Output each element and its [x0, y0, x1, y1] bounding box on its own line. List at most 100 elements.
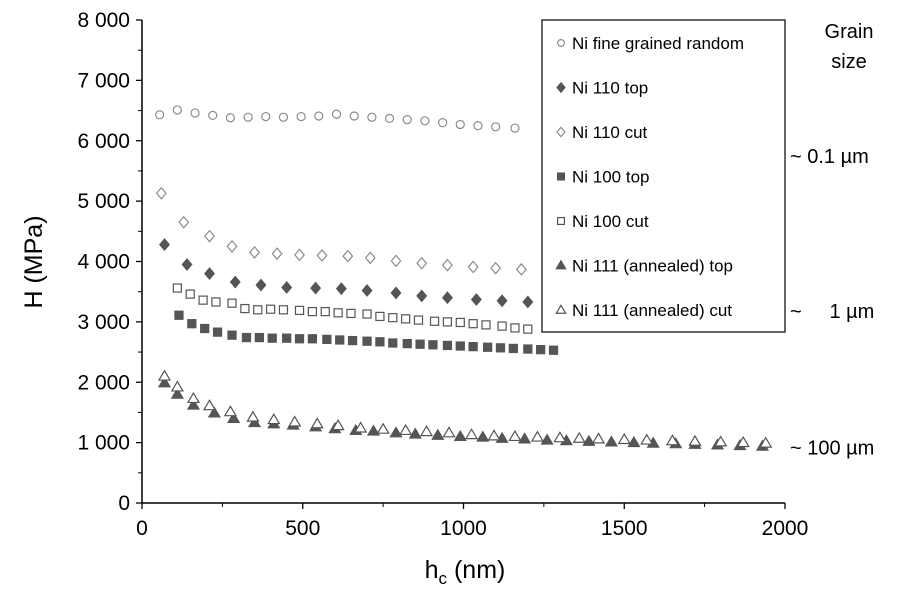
data-point	[419, 425, 434, 437]
data-point	[508, 343, 518, 354]
data-point	[384, 113, 395, 124]
series-0	[155, 105, 520, 133]
legend-marker	[556, 81, 566, 94]
y-tick-label: 2 000	[77, 371, 130, 394]
data-point	[207, 406, 221, 418]
data-point	[518, 432, 532, 444]
data-point	[428, 340, 438, 350]
data-point	[604, 435, 618, 447]
data-point	[572, 431, 586, 443]
data-point	[347, 335, 358, 346]
data-point	[281, 281, 293, 294]
data-point	[200, 323, 210, 334]
data-point	[401, 314, 411, 324]
data-point	[202, 399, 217, 411]
data-point	[582, 434, 596, 446]
data-point	[487, 429, 501, 441]
x-axis-ticks: 0 500 1000 1500 2000	[136, 503, 808, 540]
data-point	[688, 434, 702, 446]
data-point	[390, 286, 402, 300]
data-point	[467, 260, 479, 274]
data-point	[288, 415, 302, 427]
x-axis-title-unit: (nm)	[447, 556, 505, 584]
data-point	[294, 248, 306, 262]
legend-marker	[555, 259, 567, 270]
data-point	[429, 316, 440, 326]
y-tick-label: 6 000	[77, 130, 130, 153]
legend-marker	[555, 304, 567, 314]
data-point	[172, 105, 182, 115]
legend: Ni fine grained random Ni 110 top Ni 110 c…	[541, 19, 786, 333]
data-point	[375, 311, 385, 322]
data-point	[170, 380, 184, 392]
data-point	[208, 110, 218, 121]
data-point	[536, 345, 546, 355]
data-point	[388, 338, 398, 348]
data-point	[548, 345, 559, 355]
legend-item: Ni 111 (annealed) top	[555, 257, 733, 276]
grain-size-label: ~ 100 µm	[790, 437, 874, 459]
data-point	[265, 304, 276, 314]
data-point	[307, 306, 318, 317]
data-point	[496, 294, 508, 308]
data-point	[510, 323, 520, 333]
data-point	[186, 398, 201, 410]
data-point	[271, 247, 283, 261]
data-point	[470, 293, 482, 306]
legend-marker	[556, 216, 566, 226]
series-layer	[155, 105, 773, 451]
data-point	[310, 417, 324, 429]
data-point	[442, 426, 456, 438]
legend-label: Ni fine grained random	[572, 34, 744, 53]
data-point	[510, 123, 520, 133]
y-tick-label: 7 000	[77, 69, 130, 92]
data-point	[408, 427, 422, 439]
data-point	[415, 339, 425, 349]
data-point	[229, 275, 241, 289]
grain-size-title-line2: size	[831, 51, 867, 73]
legend-label: Ni 110 cut	[572, 123, 648, 142]
data-point	[366, 424, 381, 436]
data-point	[736, 435, 750, 448]
data-point	[416, 256, 428, 270]
data-point	[155, 186, 167, 200]
data-point	[278, 112, 289, 122]
data-point	[617, 432, 631, 445]
data-point	[254, 332, 264, 343]
grain-size-label: ~ 0.1 µm	[790, 146, 869, 168]
data-point	[157, 369, 172, 381]
data-point	[204, 267, 215, 281]
data-point	[314, 111, 324, 121]
data-point	[389, 426, 403, 438]
data-point	[187, 319, 197, 329]
data-point	[247, 415, 262, 428]
legend-marker	[556, 172, 566, 181]
data-point	[253, 305, 263, 315]
data-point	[294, 305, 305, 316]
data-point	[402, 338, 412, 349]
data-point	[714, 435, 728, 447]
data-point	[591, 432, 606, 444]
grain-size-title-line1: Grain	[825, 21, 874, 43]
data-point	[530, 430, 545, 442]
data-point	[316, 249, 328, 262]
data-point	[190, 108, 200, 118]
data-point	[227, 298, 237, 308]
data-point	[225, 113, 236, 123]
data-point	[376, 422, 390, 434]
x-tick-label: 2000	[762, 517, 809, 540]
data-point	[437, 118, 448, 128]
data-point	[441, 258, 453, 272]
data-point	[331, 109, 342, 119]
data-point	[553, 431, 567, 443]
data-point	[212, 327, 223, 337]
data-point	[307, 334, 318, 344]
data-point	[515, 262, 527, 276]
data-point	[267, 333, 277, 343]
data-point	[211, 297, 221, 307]
data-point	[354, 421, 368, 433]
series-1	[159, 238, 534, 309]
legend-label: Ni 111 (annealed) cut	[572, 301, 732, 320]
data-point	[431, 428, 445, 440]
